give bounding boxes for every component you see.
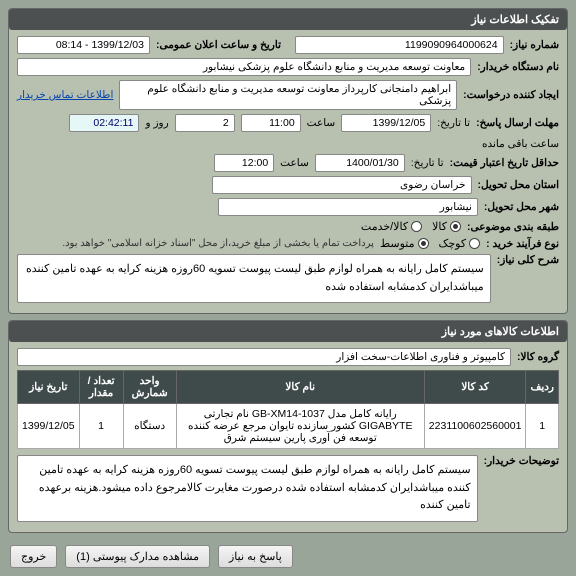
buyer-org-label: نام دستگاه خریدار:	[477, 61, 559, 73]
creator-value: ابراهیم دامنجانی کارپرداز معاونت توسعه م…	[119, 80, 457, 110]
buyer-org-value: معاونت توسعه مدیریت و منابع دانشگاه علوم…	[17, 58, 471, 76]
buytype-radio-med[interactable]	[418, 238, 429, 249]
remain-suffix: ساعت باقی مانده	[482, 138, 559, 150]
buytype-label: نوع فرآیند خرید :	[486, 238, 559, 250]
th-name: نام کالا	[176, 371, 424, 404]
cell-code: 2231100602560001	[424, 404, 526, 449]
main-info-panel: تفکیک اطلاعات نیاز شماره نیاز: 119909096…	[8, 8, 568, 314]
th-unit: واحد شمارش	[123, 371, 176, 404]
buytype-radio-group: کوچک متوسط	[380, 237, 480, 250]
city-label: شهر محل تحویل:	[484, 201, 559, 213]
remain-days-label: روز و	[145, 117, 168, 129]
remain-timer: 02:42:11	[69, 114, 139, 132]
province-label: استان محل تحویل:	[478, 179, 559, 191]
th-qty: تعداد / مقدار	[79, 371, 123, 404]
cell-idx: 1	[526, 404, 559, 449]
budget-radio-kala-label: کالا	[432, 220, 447, 233]
items-panel: اطلاعات کالاهای مورد نیاز گروه کالا: کام…	[8, 320, 568, 533]
send-deadline-time-label: ساعت	[307, 117, 336, 129]
valid-deadline-label: حداقل تاریخ اعتبار قیمت:	[450, 157, 559, 169]
valid-deadline-time: 12:00	[214, 154, 274, 172]
maindesc-label: شرح کلی نیاز:	[497, 254, 559, 266]
send-deadline-date: 1399/12/05	[341, 114, 431, 132]
reply-button[interactable]: پاسخ به نیاز	[218, 545, 293, 568]
announce-value: 1399/12/03 - 08:14	[17, 36, 150, 54]
maindesc-value: سیستم کامل رایانه به همراه لوازم طبق لیس…	[17, 254, 491, 303]
items-table: ردیف کد کالا نام کالا واحد شمارش تعداد /…	[17, 370, 559, 449]
send-deadline-time: 11:00	[241, 114, 301, 132]
announce-label: تاریخ و ساعت اعلان عمومی:	[156, 39, 281, 51]
buyernote-value: سیستم کامل رایانه به همراه لوازم طبق لیس…	[17, 455, 478, 522]
valid-deadline-time-label: ساعت	[280, 157, 309, 169]
buyernote-label: توضیحات خریدار:	[484, 455, 559, 467]
items-title: اطلاعات کالاهای مورد نیاز	[9, 321, 567, 342]
th-code: کد کالا	[424, 371, 526, 404]
cell-qty: 1	[79, 404, 123, 449]
table-row: 1 2231100602560001 رایانه کامل مدل GB-XM…	[18, 404, 559, 449]
remain-days: 2	[175, 114, 235, 132]
budget-radio-kala[interactable]	[450, 221, 461, 232]
buytype-radio-small-label: کوچک	[439, 237, 467, 250]
buyer-contact-link[interactable]: اطلاعات تماس خریدار	[17, 89, 113, 101]
cell-unit: دستگاه	[123, 404, 176, 449]
creator-label: ایجاد کننده درخواست:	[463, 89, 559, 101]
th-row: ردیف	[526, 371, 559, 404]
cell-date: 1399/12/05	[18, 404, 80, 449]
valid-deadline-to: تا تاریخ:	[411, 157, 444, 169]
need-no-value: 1199090964000624	[295, 36, 504, 54]
buytype-radio-med-label: متوسط	[380, 237, 415, 250]
buytype-note: پرداخت تمام یا بخشی از مبلغ خرید،از محل …	[62, 238, 374, 249]
budget-radio-group: کالا کالا/خدمت	[361, 220, 461, 233]
province-value: خراسان رضوی	[212, 176, 472, 194]
valid-deadline-date: 1400/01/30	[315, 154, 405, 172]
need-no-label: شماره نیاز:	[510, 39, 559, 51]
page-title: تفکیک اطلاعات نیاز	[9, 9, 567, 30]
city-value: نیشابور	[218, 198, 478, 216]
button-bar: پاسخ به نیاز مشاهده مدارک پیوستی (1) خرو…	[8, 539, 568, 568]
budget-radio-khadamat[interactable]	[411, 221, 422, 232]
th-date: تاریخ نیاز	[18, 371, 80, 404]
attach-button[interactable]: مشاهده مدارک پیوستی (1)	[65, 545, 210, 568]
group-value: کامپیوتر و فناوری اطلاعات-سخت افزار	[17, 348, 511, 366]
group-label: گروه کالا:	[517, 351, 559, 363]
exit-button[interactable]: خروج	[10, 545, 57, 568]
buytype-radio-small[interactable]	[469, 238, 480, 249]
budget-label: طبقه بندی موضوعی:	[467, 221, 559, 233]
send-deadline-to: تا تاریخ:	[437, 117, 470, 129]
send-deadline-label: مهلت ارسال پاسخ:	[476, 117, 559, 129]
budget-radio-khadamat-label: کالا/خدمت	[361, 220, 408, 233]
cell-name: رایانه کامل مدل GB-XM14-1037 نام تجارتی …	[176, 404, 424, 449]
